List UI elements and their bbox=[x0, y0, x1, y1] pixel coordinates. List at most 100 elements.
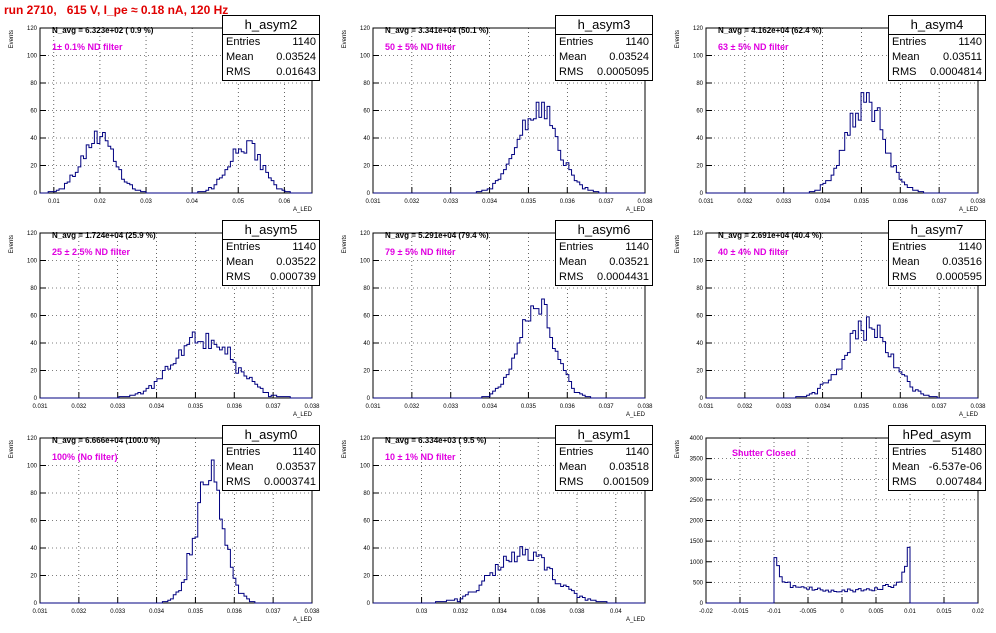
stats-value: 0.0005095 bbox=[597, 66, 649, 78]
y-tick-label: 80 bbox=[363, 81, 370, 87]
stats-entries: Entries 1140 bbox=[223, 35, 319, 50]
histogram-plot: 0.031 0.032 0.033 0.034 0.035 0.036 0.037 0.038… bbox=[675, 26, 986, 213]
x-tick-label: 0.04 bbox=[186, 199, 198, 205]
y-tick-label: 0 bbox=[700, 396, 704, 402]
x-tick-label: 0.037 bbox=[599, 404, 615, 410]
x-tick-label: 0.035 bbox=[854, 199, 870, 205]
x-tick-label: 0.035 bbox=[188, 404, 204, 410]
y-tick-label: 500 bbox=[693, 580, 704, 586]
y-tick-label: 40 bbox=[363, 136, 370, 142]
x-tick-label: 0.032 bbox=[71, 609, 87, 615]
stats-rms: RMS 0.000739 bbox=[223, 270, 319, 285]
x-tick-label: 0.01 bbox=[48, 199, 60, 205]
x-tick-label: 0.036 bbox=[893, 404, 909, 410]
y-tick-label: 2500 bbox=[690, 498, 704, 504]
stats-box: h_asym5 Entries 1140 Mean 0.03522 RMS 0.000739 bbox=[222, 220, 320, 286]
n-avg-label: N_avg = 3.341e+04 (50.1 %) bbox=[385, 26, 489, 35]
stats-label: Mean bbox=[559, 256, 587, 268]
y-tick-label: 60 bbox=[363, 519, 370, 525]
y-tick-label: 120 bbox=[693, 26, 704, 32]
y-tick-label: 100 bbox=[27, 259, 38, 265]
y-tick-label: 40 bbox=[30, 341, 37, 347]
y-tick-label: 2000 bbox=[690, 519, 704, 525]
x-tick-label: 0.035 bbox=[521, 199, 537, 205]
y-axis-label: Events bbox=[675, 235, 681, 253]
stats-rms: RMS 0.007484 bbox=[889, 475, 985, 490]
x-axis-label: A_LED bbox=[959, 412, 979, 418]
stats-label: Entries bbox=[892, 241, 927, 253]
n-avg-label: N_avg = 4.162e+04 (62.4 %) bbox=[718, 26, 822, 35]
histogram-plot: -0.02 -0.015 -0.01 -0.005 0 0.005 0.01 0.015 0.0… bbox=[675, 436, 984, 615]
histogram-name: h_asym1 bbox=[556, 426, 652, 445]
stats-label: Mean bbox=[559, 51, 587, 63]
y-tick-label: 0 bbox=[367, 191, 371, 197]
x-tick-label: 0.031 bbox=[365, 404, 381, 410]
x-tick-label: 0.032 bbox=[737, 199, 753, 205]
x-tick-label: -0.01 bbox=[767, 609, 781, 615]
stats-box: h_asym3 Entries 1140 Mean 0.03524 RMS 0.000509… bbox=[555, 15, 653, 81]
y-tick-label: 20 bbox=[696, 369, 703, 375]
y-tick-label: 20 bbox=[30, 574, 37, 580]
stats-label: Entries bbox=[559, 241, 594, 253]
stats-entries: Entries 1140 bbox=[223, 240, 319, 255]
histogram-name: h_asym0 bbox=[223, 426, 319, 445]
stats-value: 0.03537 bbox=[276, 461, 316, 473]
histogram-name: h_asym6 bbox=[556, 221, 652, 240]
filter-label: 40 ± 4% ND filter bbox=[718, 247, 789, 257]
x-tick-label: 0.032 bbox=[404, 199, 420, 205]
x-tick-label: 0.031 bbox=[698, 199, 714, 205]
n-avg-label: N_avg = 1.724e+04 (25.9 %) bbox=[52, 231, 156, 240]
x-tick-label: 0.04 bbox=[610, 609, 622, 615]
y-tick-label: 80 bbox=[696, 286, 703, 292]
x-axis-label: A_LED bbox=[626, 412, 646, 418]
stats-box: h_asym2 Entries 1140 Mean 0.03524 RMS 0.01643 bbox=[222, 15, 320, 81]
x-tick-label: 0.032 bbox=[404, 404, 420, 410]
stats-mean: Mean -6.537e-06 bbox=[889, 460, 985, 475]
stats-label: RMS bbox=[892, 66, 917, 78]
stats-entries: Entries 1140 bbox=[889, 240, 985, 255]
x-tick-label: 0.031 bbox=[32, 609, 48, 615]
stats-mean: Mean 0.03537 bbox=[223, 460, 319, 475]
histogram-pad-h_asym2: 0.01 0.02 0.03 0.04 0.05 0.06 0 20 40 60 80 100 120 E… bbox=[0, 15, 330, 223]
histogram-name: h_asym3 bbox=[556, 16, 652, 35]
x-tick-label: 0.033 bbox=[110, 609, 126, 615]
x-tick-label: 0.036 bbox=[893, 199, 909, 205]
x-tick-label: 0.036 bbox=[560, 404, 576, 410]
stats-value: 51480 bbox=[951, 446, 982, 458]
filter-label: 1± 0.1% ND filter bbox=[52, 42, 123, 52]
y-tick-label: 80 bbox=[30, 491, 37, 497]
histogram-series bbox=[40, 130, 312, 194]
y-tick-label: 120 bbox=[360, 231, 371, 237]
x-axis-label: A_LED bbox=[293, 617, 313, 623]
histogram-plot: 0.031 0.032 0.033 0.034 0.035 0.036 0.037 0.038… bbox=[342, 231, 653, 418]
stats-rms: RMS 0.0004814 bbox=[889, 65, 985, 80]
stats-mean: Mean 0.03511 bbox=[889, 50, 985, 65]
x-tick-label: 0.02 bbox=[94, 199, 106, 205]
stats-value: 0.03516 bbox=[942, 256, 982, 268]
stats-entries: Entries 1140 bbox=[889, 35, 985, 50]
x-tick-label: 0.036 bbox=[560, 199, 576, 205]
histogram-plot: 0.031 0.032 0.033 0.034 0.035 0.036 0.037 0.038… bbox=[675, 231, 986, 418]
y-axis-label: Events bbox=[9, 440, 15, 458]
y-axis-label: Events bbox=[342, 235, 348, 253]
x-tick-label: 0.032 bbox=[737, 404, 753, 410]
histogram-plot: 0.031 0.032 0.033 0.034 0.035 0.036 0.037 0.038… bbox=[342, 26, 653, 213]
stats-label: Entries bbox=[226, 241, 261, 253]
x-tick-label: 0.037 bbox=[266, 404, 282, 410]
y-tick-label: 0 bbox=[34, 601, 38, 607]
y-tick-label: 4000 bbox=[690, 436, 704, 442]
y-tick-label: 0 bbox=[700, 601, 704, 607]
histogram-plot: 0.031 0.032 0.033 0.034 0.035 0.036 0.037 0.038… bbox=[9, 231, 320, 418]
stats-label: RMS bbox=[892, 271, 917, 283]
y-tick-label: 100 bbox=[27, 464, 38, 470]
stats-entries: Entries 1140 bbox=[556, 445, 652, 460]
stats-value: 0.03511 bbox=[943, 51, 982, 63]
x-tick-label: 0.038 bbox=[304, 609, 320, 615]
x-axis-label: A_LED bbox=[626, 207, 646, 213]
x-tick-label: 0.03 bbox=[140, 199, 152, 205]
x-axis-label: A_LED bbox=[293, 412, 313, 418]
stats-value: 0.0004431 bbox=[597, 271, 649, 283]
y-axis-label: Events bbox=[342, 440, 348, 458]
x-tick-label: 0.01 bbox=[904, 609, 916, 615]
y-tick-label: 20 bbox=[30, 164, 37, 170]
